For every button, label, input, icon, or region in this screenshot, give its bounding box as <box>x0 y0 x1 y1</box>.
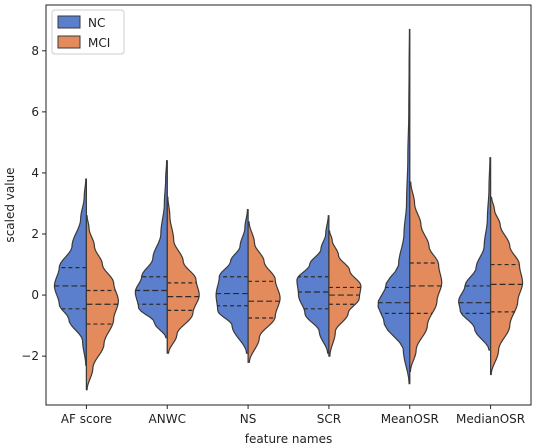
x-axis: AF score ANWC NS SCR MeanOSR MedianOSR <box>61 405 525 426</box>
violin-nc-5 <box>458 157 492 351</box>
y-tick-label-8: 8 <box>31 44 39 58</box>
x-axis-label: feature names <box>245 432 332 446</box>
violin-mci-5 <box>489 196 524 376</box>
y-tick-label-6: 6 <box>31 105 39 119</box>
y-tick-label-2: 2 <box>31 227 39 241</box>
x-tick-label-5: MedianOSR <box>456 412 525 426</box>
legend: NC MCI <box>51 9 125 55</box>
y-tick-label-0: 0 <box>31 288 39 302</box>
violin-mci-0 <box>85 215 119 391</box>
violin-nc-3 <box>296 215 330 354</box>
legend-label-nc: NC <box>88 16 105 30</box>
violin-mci-3 <box>328 230 362 357</box>
violin-nc-2 <box>215 208 249 354</box>
violin-mci-1 <box>166 196 200 354</box>
y-axis: −2 0 2 4 6 8 <box>21 44 46 363</box>
violins <box>53 28 524 391</box>
violin-mci-4 <box>409 181 443 373</box>
legend-label-mci: MCI <box>88 36 110 50</box>
y-tick-label-4: 4 <box>31 166 39 180</box>
legend-swatch-mci <box>57 35 81 49</box>
y-tick-label--2: −2 <box>21 349 39 363</box>
x-tick-label-4: MeanOSR <box>381 412 439 426</box>
violin-mci-2 <box>247 221 281 363</box>
plot-area <box>45 4 532 406</box>
violin-nc-0 <box>53 178 88 366</box>
x-tick-label-2: NS <box>240 412 257 426</box>
y-axis-label: scaled value <box>3 167 17 242</box>
plot-frame <box>45 4 532 406</box>
x-tick-label-1: ANWC <box>149 412 186 426</box>
x-tick-label-3: SCR <box>317 412 341 426</box>
violin-nc-1 <box>134 160 168 339</box>
violin-nc-4 <box>377 28 411 385</box>
x-tick-label-0: AF score <box>61 412 112 426</box>
legend-swatch-nc <box>57 15 81 29</box>
